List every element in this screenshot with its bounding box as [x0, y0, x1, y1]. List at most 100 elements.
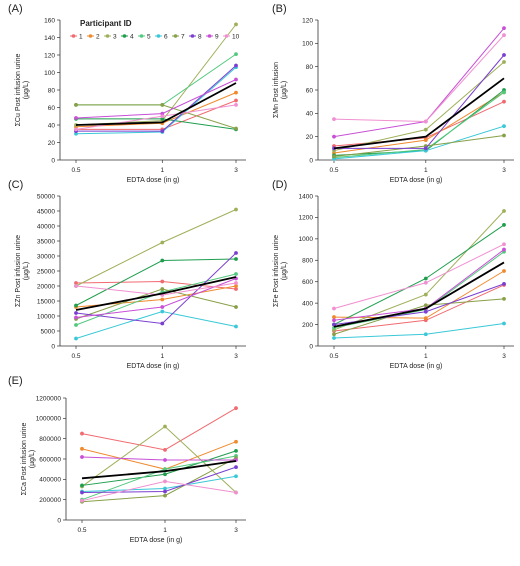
panel-d-y-tick-label: 1200 [299, 215, 314, 222]
panel-e-series-5-point [163, 467, 167, 472]
panel-c-series-7-point [234, 305, 238, 309]
panel-e-y-tick-label: 1200000 [36, 395, 62, 402]
panel-e-series-10-point [163, 479, 167, 484]
legend-marker-3 [105, 34, 110, 38]
panel-c-series-3-line [75, 209, 237, 287]
panel-c-series-3-point [160, 240, 165, 245]
legend-marker-2 [88, 34, 93, 38]
panel-a-series-9-point [74, 116, 78, 120]
panel-e-series-3-point [163, 424, 167, 429]
panel-a-series-10-point [234, 102, 238, 107]
panel-e-y-axis-title-line: ΣCa Post infusion urine [21, 422, 28, 495]
panel-a-series-6-point [74, 131, 78, 136]
panel-a-series-2-point [234, 90, 238, 95]
panel-b-y-axis-title-line: ΣMn Post infusion [273, 62, 280, 118]
panel-c-x-tick-label: 0.5 [71, 353, 80, 360]
legend-label-2: 2 [96, 33, 100, 40]
panel-b-y-axis-title: ΣMn Post infusion(µg/L) [273, 62, 288, 118]
panel-e-series-8-point [234, 465, 238, 470]
panel-d-y-axis-title-line: ΣFe Post infusion urine [273, 235, 280, 307]
legend: Participant ID 1 2 3 4 5 6 7 8 9 10 [70, 19, 240, 40]
panel-c-series-7-point [160, 287, 165, 291]
panel-e: (E) 0 200000 400000 600000 800000 1000000 1200… [8, 375, 246, 544]
panel-a-y-tick-label: 160 [44, 17, 55, 24]
panel-c-y-tick-label: 30000 [37, 253, 55, 260]
panel-d-y-tick-label: 0 [309, 343, 313, 350]
panel-d-plot: 0 200 400 600 800 1000 1200 1400 0.5 1 3 EDTA dose … [273, 193, 514, 370]
panel-d-series-5-line [333, 251, 505, 329]
legend-marker-4 [122, 34, 127, 38]
panel-d-series-3-point [423, 292, 428, 297]
legend-label-9: 9 [215, 33, 219, 40]
panel-e-series-9-point [80, 455, 84, 459]
panel-a-y-tick-label: 140 [44, 35, 55, 42]
panel-e-series-4-point [234, 448, 238, 453]
panel-d-x-tick-label: 1 [424, 353, 428, 360]
panel-b-series-9-line [333, 27, 505, 138]
panel-e-x-axis-title: EDTA dose (in g) [130, 537, 183, 544]
panel-d-mean-line [333, 261, 505, 328]
panel-c-y-tick-label: 10000 [37, 313, 55, 320]
panel-d-series-2-point [332, 315, 336, 319]
panel-e-series-10-point [234, 490, 238, 495]
panel-b-plot: 0 20 40 60 80 100 120 0.5 1 3 EDTA dose (in g) ΣMn … [273, 17, 514, 184]
panel-c-y-axis-title-line: ΣZn Post infusion urine [15, 235, 22, 307]
panel-b: (B) 0 20 40 60 80 100 120 0.5 1 3 EDTA dose (in g)… [272, 3, 514, 184]
panel-b-x-tick-label: 1 [424, 167, 428, 174]
panel-c-plot: 0 5000 10000 15000 20000 25000 30000 35000 40000… [15, 193, 246, 370]
panel-c-series-3-point [234, 207, 238, 212]
panel-d-series-7-point [423, 303, 428, 308]
panel-a-series-10-point [74, 127, 78, 132]
panel-d-series-1-line [333, 284, 505, 332]
legend-label-10: 10 [232, 33, 240, 40]
panel-b-series-8-point [423, 146, 428, 151]
panel-c-y-tick-label: 45000 [37, 208, 55, 215]
panel-c-y-tick-label: 35000 [37, 238, 55, 245]
panel-b-series-6-point [502, 124, 506, 129]
panel-e-y-axis-title-line: (µg/L) [29, 450, 36, 468]
panel-e-series-5-line [81, 455, 237, 501]
panel-a-y-tick-label: 40 [48, 122, 56, 129]
panel-d-series-7-point [502, 296, 506, 301]
panel-e-series-2-point [80, 446, 84, 451]
panel-c-y-tick-label: 15000 [37, 298, 55, 305]
panel-a-y-tick-label: 80 [48, 87, 56, 94]
panel-a-y-axis-title: ΣCu Post infusion urine(µg/L) [15, 53, 30, 126]
panel-d: (D) 0 200 400 600 800 1000 1200 1400 0.5 1 3 EDTA d… [272, 179, 514, 370]
panel-c-y-axis-title-line: (µg/L) [23, 262, 30, 280]
panel-c-letter: (C) [8, 179, 23, 191]
legend-label-1: 1 [79, 33, 83, 40]
panel-c-series-5-point [74, 323, 78, 327]
panel-d-series-8-point [502, 281, 506, 286]
panel-c-series-4-point [160, 258, 165, 263]
legend-marker-9 [207, 34, 212, 38]
panel-b-series-10-point [423, 119, 428, 124]
panel-a-x-tick-label: 0.5 [71, 167, 80, 174]
panel-a-series-5-line [76, 53, 237, 106]
panel-d-y-tick-label: 400 [302, 300, 313, 307]
panel-a-mean-line [75, 82, 237, 126]
panel-c-series-6-point [160, 309, 165, 314]
panel-b-series-7-point [332, 154, 336, 159]
panel-d-series-10-point [332, 306, 336, 311]
legend-marker-1 [71, 34, 76, 38]
panel-d-y-tick-label: 1000 [299, 236, 314, 243]
panel-a-series-1-point [234, 98, 238, 103]
panel-c-series-6-point [234, 324, 238, 329]
panel-d-series-9-point [502, 247, 506, 252]
panel-d-series-6-point [502, 321, 506, 326]
panel-b-series-10-point [502, 33, 506, 38]
legend-label-3: 3 [113, 33, 117, 40]
panel-e-series-4-point [163, 472, 167, 477]
panel-c-y-tick-label: 5000 [41, 328, 56, 335]
panel-c-y-axis-title: ΣZn Post infusion urine(µg/L) [15, 235, 30, 307]
panel-a-series-8-point [234, 63, 238, 68]
panel-d-series-10-line [333, 243, 505, 309]
panel-c-series-5-point [234, 272, 238, 276]
panel-c-series-4-point [234, 257, 238, 261]
legend-label-6: 6 [164, 33, 168, 40]
panel-b-y-axis-title-line: (µg/L) [281, 81, 288, 99]
panel-d-series-2-point [423, 316, 428, 321]
panel-e-y-tick-label: 1000000 [36, 416, 62, 423]
